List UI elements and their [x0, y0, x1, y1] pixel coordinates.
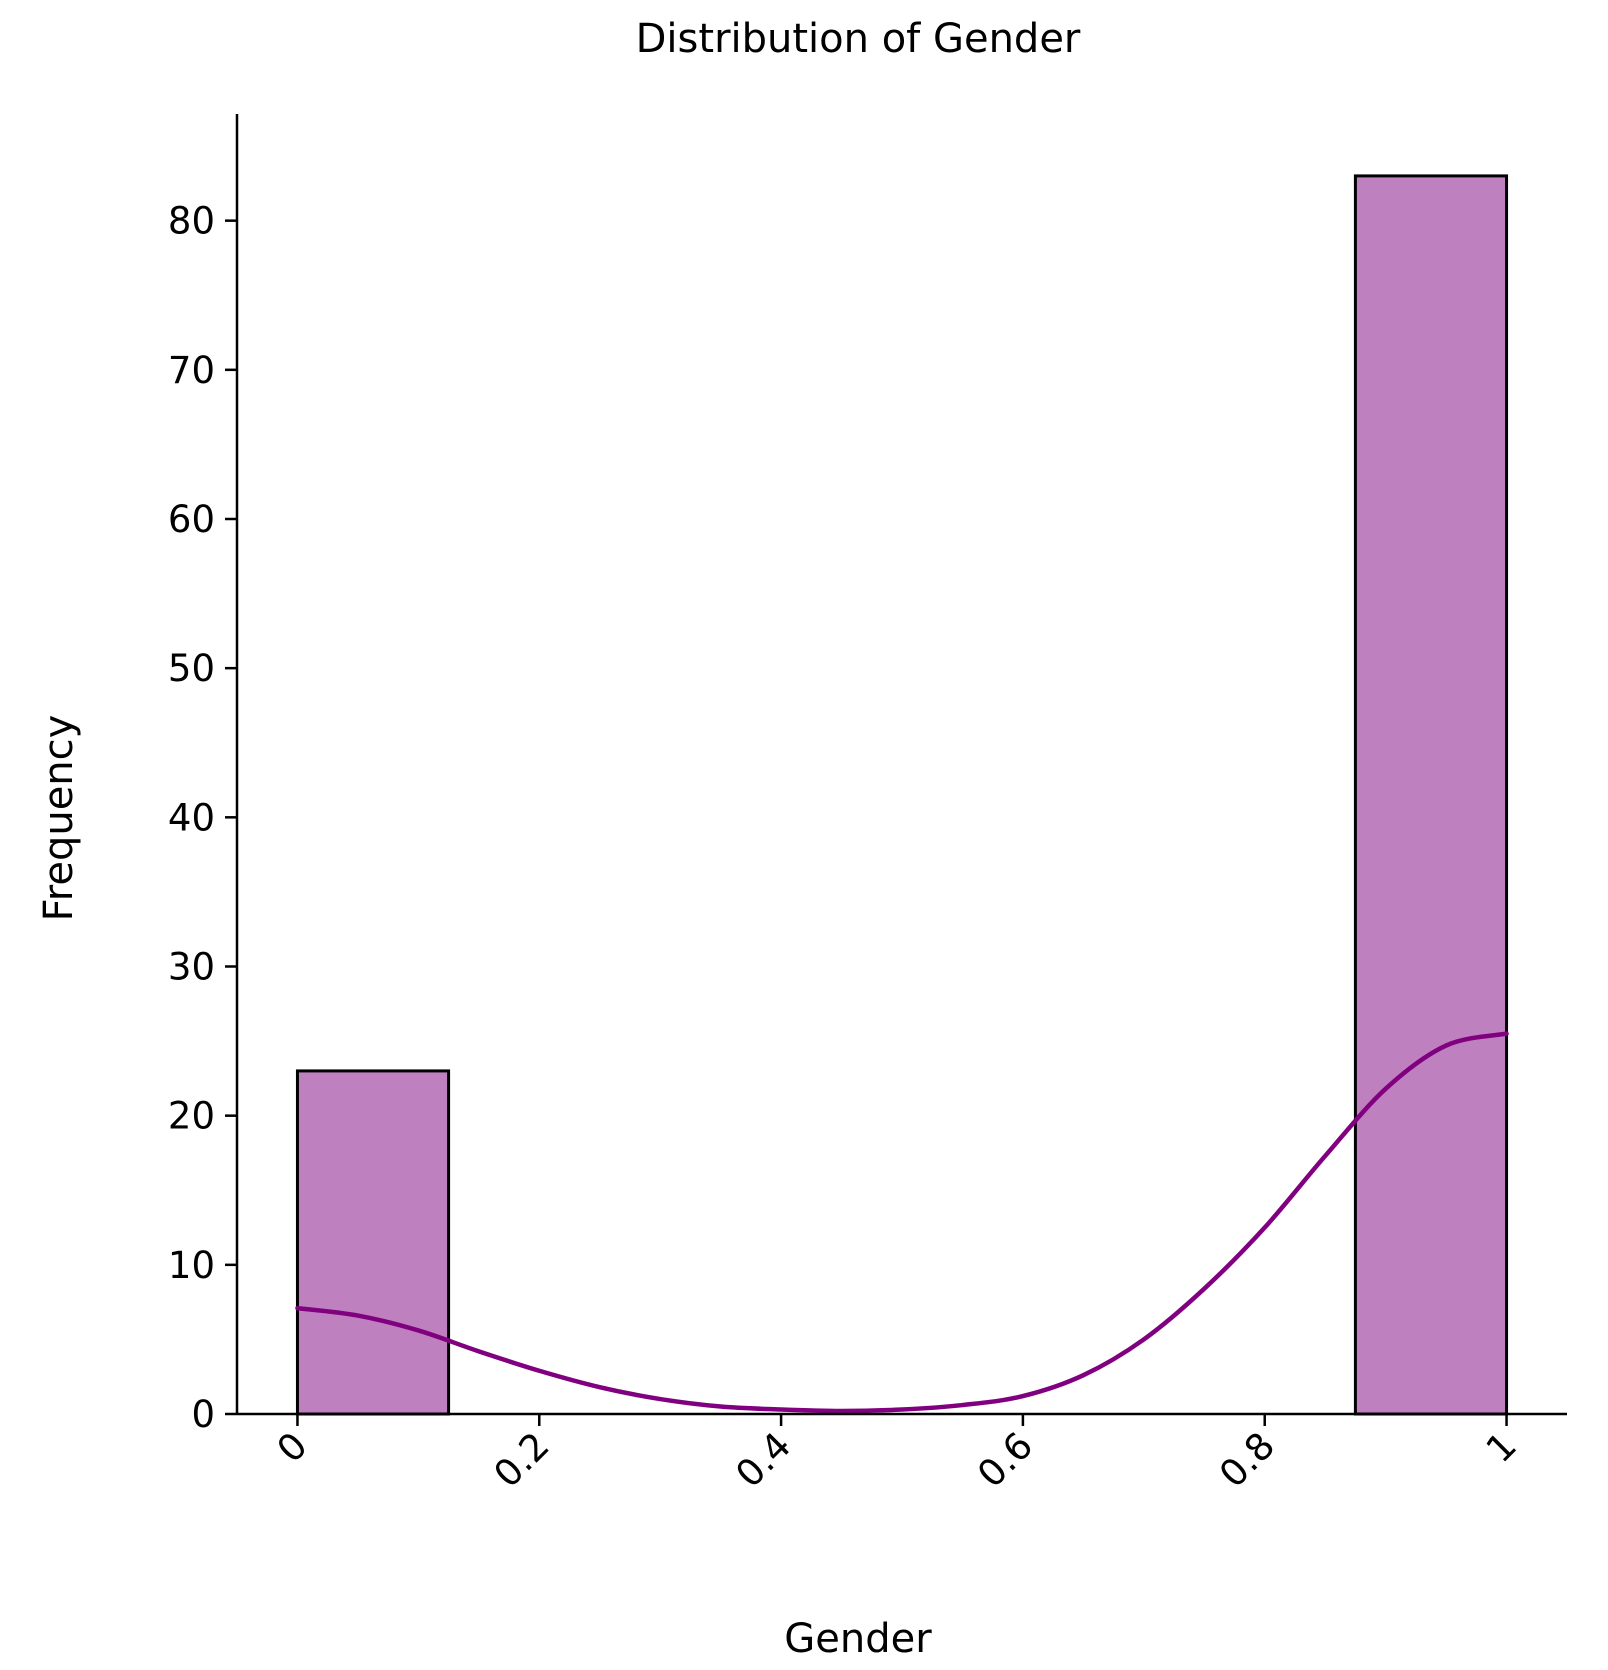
- y-tick-label: 0: [191, 1393, 215, 1436]
- x-axis-label: Gender: [784, 1616, 932, 1662]
- y-tick-label: 10: [168, 1244, 215, 1287]
- y-tick-label: 60: [168, 498, 215, 541]
- y-tick-label: 40: [168, 796, 215, 839]
- histogram-bar-1: [1353, 174, 1509, 1416]
- bars-layer: [295, 174, 1509, 1416]
- histogram-bar-0: [295, 1069, 451, 1416]
- y-tick-label: 70: [168, 349, 215, 392]
- y-tick-label: 80: [168, 200, 215, 243]
- kde-layer: [295, 1031, 1509, 1414]
- y-tick-label: 30: [168, 945, 215, 988]
- axes-layer: [235, 114, 1567, 1416]
- y-tick-label: 50: [168, 647, 215, 690]
- kde-curve: [295, 1031, 1509, 1414]
- chart-title: Distribution of Gender: [636, 16, 1081, 62]
- y-axis-label: Frequency: [36, 715, 82, 922]
- y-tick-label: 20: [168, 1095, 215, 1138]
